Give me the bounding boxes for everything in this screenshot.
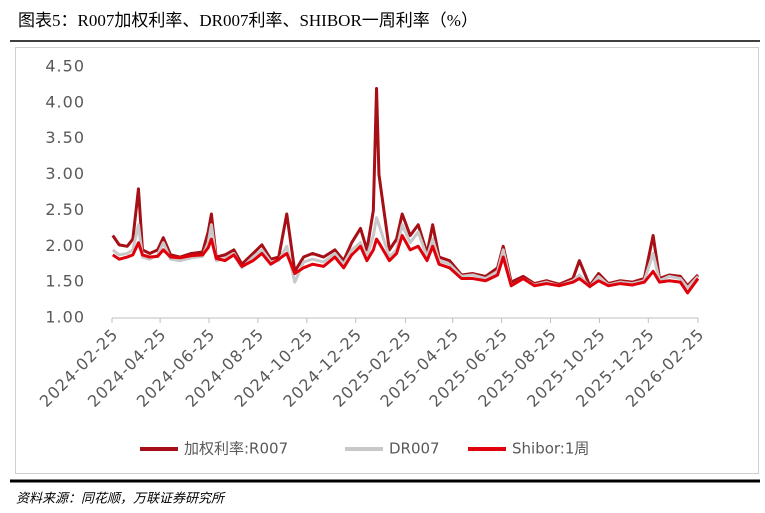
y-tick-label: 2.50 bbox=[45, 200, 85, 219]
series-line bbox=[111, 234, 700, 295]
y-tick-label: 3.50 bbox=[45, 128, 85, 147]
y-tick-label: 3.00 bbox=[45, 164, 85, 183]
legend-label: 加权利率:R007 bbox=[184, 440, 288, 458]
y-tick-label: 2.00 bbox=[45, 236, 85, 255]
y-tick-label: 1.50 bbox=[45, 272, 85, 291]
chart-frame bbox=[15, 47, 759, 474]
source: 资料来源：同花顺，万联证券研究所 bbox=[16, 491, 226, 507]
chart-title: 图表5：R007加权利率、DR007利率、SHIBOR一周利率（%） bbox=[18, 11, 478, 30]
y-tick-label: 4.50 bbox=[45, 57, 85, 76]
legend-label: Shibor:1周 bbox=[512, 440, 589, 458]
y-tick-label: 1.00 bbox=[45, 308, 85, 327]
y-tick-label: 4.00 bbox=[45, 92, 85, 111]
series-line bbox=[111, 87, 700, 288]
legend-label: DR007 bbox=[389, 440, 440, 458]
